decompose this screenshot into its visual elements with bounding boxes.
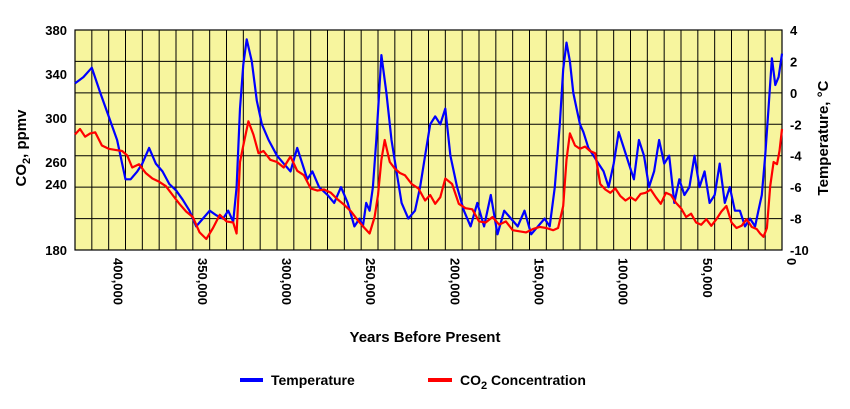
x-tick-label: 200,000 xyxy=(447,258,462,305)
y-right-tick-label: 0 xyxy=(790,86,797,101)
y-left-tick-label: 300 xyxy=(45,111,67,126)
x-tick-label: 350,000 xyxy=(195,258,210,305)
x-axis-ticks: 400,000 350,000 300,000 250,000 200,000 150,0… xyxy=(111,258,799,305)
legend: Temperature CO2 Concentration xyxy=(240,372,586,392)
series-line-co2 xyxy=(74,120,784,241)
x-tick-label: 300,000 xyxy=(279,258,294,305)
left-axis-ticks: 380 340 300 260 240 180 xyxy=(45,23,67,258)
x-tick-label: 0 xyxy=(784,258,799,265)
y-right-tick-label: -2 xyxy=(790,117,802,132)
legend-label-temperature: Temperature xyxy=(271,372,355,388)
y-right-tick-label: -8 xyxy=(790,212,802,227)
y-axis-right-title: Temperature, °C xyxy=(815,80,832,195)
y-left-tick-label: 180 xyxy=(45,243,67,258)
y-left-tick-label: 380 xyxy=(45,23,67,38)
x-tick-label: 50,000 xyxy=(700,258,715,298)
legend-label-co2: CO2 Concentration xyxy=(460,372,586,392)
y-right-tick-label: -10 xyxy=(790,243,809,258)
y-left-tick-label: 340 xyxy=(45,67,67,82)
y-right-tick-label: -4 xyxy=(790,149,802,164)
y-axis-left-title: CO2, ppmv xyxy=(13,109,33,187)
plot-border xyxy=(74,29,783,251)
y-left-tick-label: 240 xyxy=(45,177,67,192)
y-right-tick-label: -6 xyxy=(790,180,802,195)
y-left-tick-label: 260 xyxy=(45,155,67,170)
right-axis-ticks: 4 2 0 -2 -4 -6 -8 -10 xyxy=(790,23,809,258)
x-tick-label: 250,000 xyxy=(363,258,378,305)
y-right-tick-label: 2 xyxy=(790,54,797,69)
y-right-tick-label: 4 xyxy=(790,23,798,38)
x-tick-label: 100,000 xyxy=(616,258,631,305)
series-line-temperature xyxy=(74,38,784,236)
x-axis-title: Years Before Present xyxy=(350,329,501,346)
x-tick-label: 400,000 xyxy=(111,258,126,305)
x-tick-label: 150,000 xyxy=(532,258,547,305)
